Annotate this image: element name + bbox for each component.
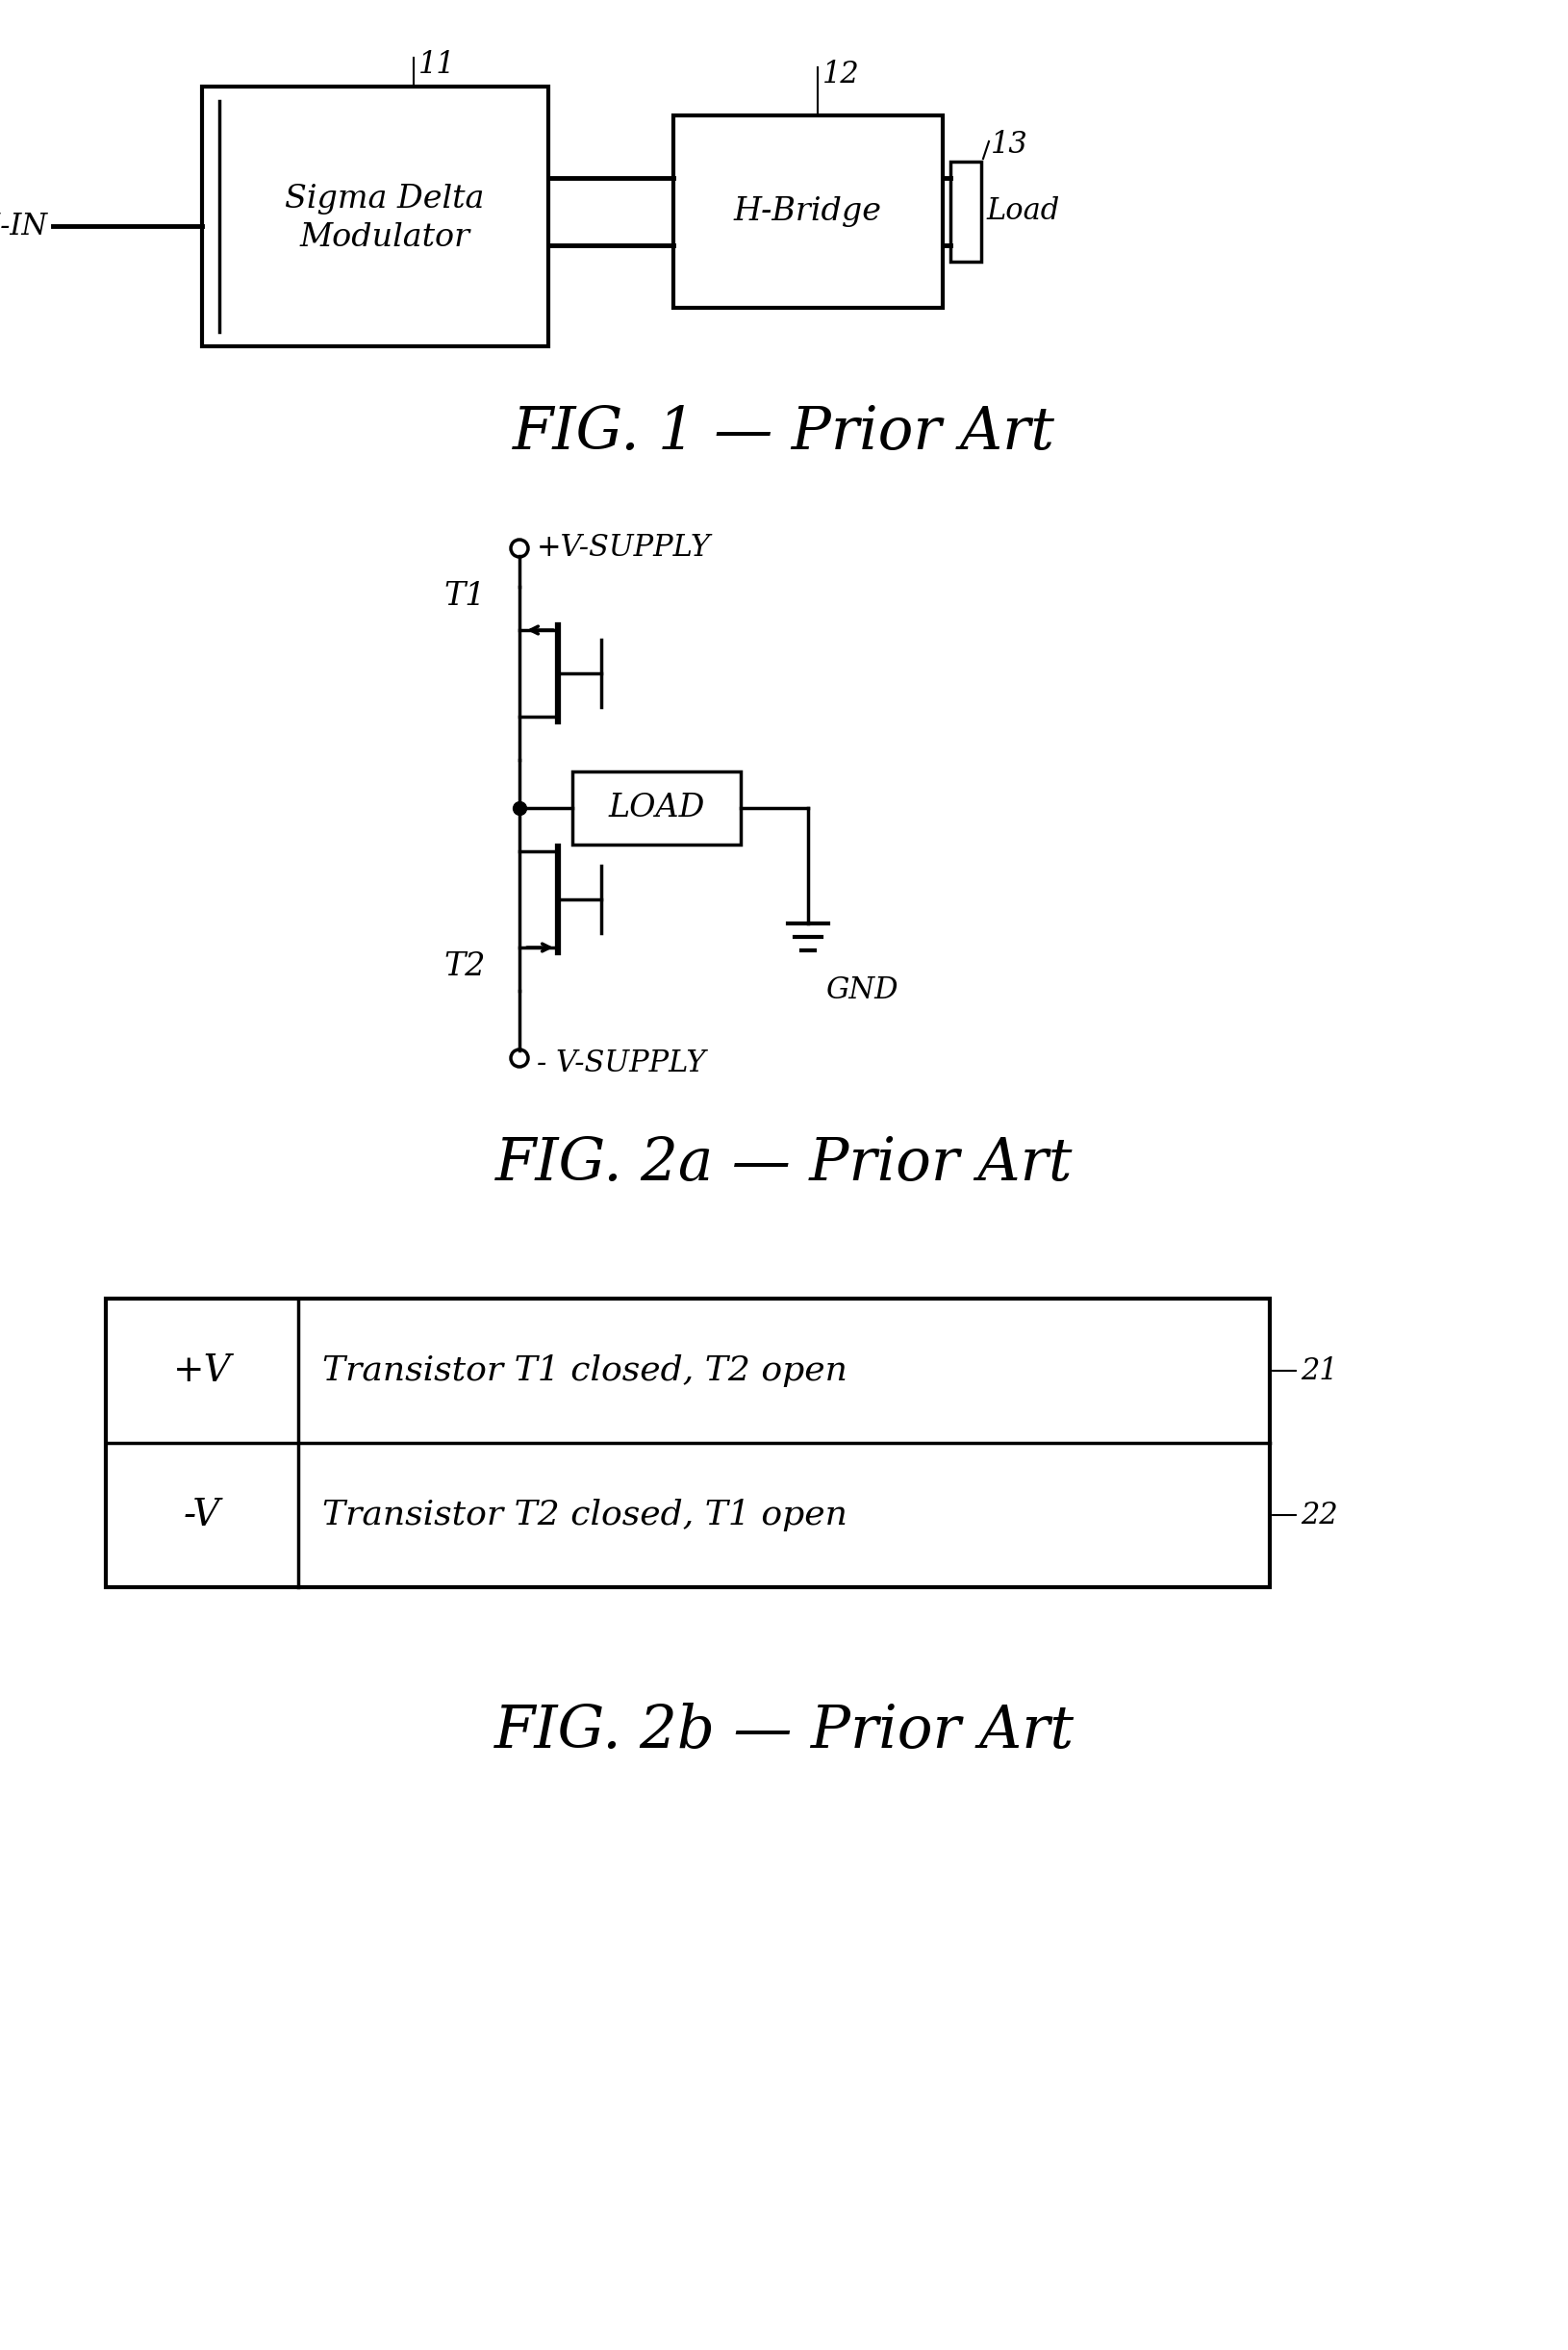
Text: 11: 11 <box>419 49 456 80</box>
Text: T1: T1 <box>444 580 486 611</box>
Text: Sigma Delta: Sigma Delta <box>285 183 485 214</box>
Bar <box>673 115 942 308</box>
Text: -V: -V <box>183 1497 221 1532</box>
Text: FIG. 2b — Prior Art: FIG. 2b — Prior Art <box>494 1704 1074 1760</box>
Text: 22: 22 <box>1300 1499 1338 1530</box>
Text: Transistor T1 closed, T2 open: Transistor T1 closed, T2 open <box>323 1354 847 1386</box>
Text: FIG. 2a — Prior Art: FIG. 2a — Prior Art <box>495 1135 1073 1194</box>
Text: - V-SUPPLY: - V-SUPPLY <box>536 1048 706 1079</box>
Bar <box>572 771 740 844</box>
Bar <box>202 87 549 345</box>
Text: Load: Load <box>986 197 1060 226</box>
Bar <box>105 1300 1270 1586</box>
Text: +V: +V <box>172 1354 230 1389</box>
Text: +V-SUPPLY: +V-SUPPLY <box>536 533 710 564</box>
Text: 12: 12 <box>823 59 859 89</box>
Text: Modulator: Modulator <box>299 223 470 254</box>
Text: 13: 13 <box>991 129 1029 160</box>
Text: GND: GND <box>825 975 898 1006</box>
Text: PCM-IN: PCM-IN <box>0 212 49 242</box>
Text: FIG. 1 — Prior Art: FIG. 1 — Prior Art <box>513 404 1055 461</box>
Text: Transistor T2 closed, T1 open: Transistor T2 closed, T1 open <box>323 1499 847 1532</box>
Bar <box>950 162 982 261</box>
Text: T2: T2 <box>444 952 486 982</box>
Text: H-Bridge: H-Bridge <box>734 197 883 228</box>
Text: 21: 21 <box>1300 1356 1338 1386</box>
Text: LOAD: LOAD <box>608 792 706 822</box>
